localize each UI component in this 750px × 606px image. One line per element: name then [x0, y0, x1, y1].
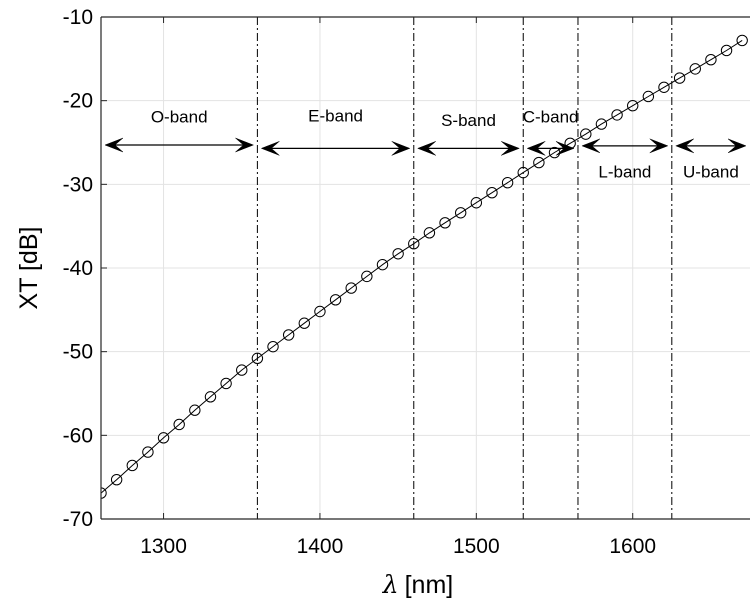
- data-point: [533, 156, 545, 169]
- data-point: [501, 176, 514, 189]
- band-c-band: C-band: [523, 107, 579, 156]
- data-point: [705, 53, 717, 66]
- data-point: [736, 34, 748, 47]
- data-point: [189, 404, 201, 416]
- arrow-head: [417, 141, 436, 156]
- band-s-band: S-band: [417, 111, 520, 156]
- data-point: [517, 166, 529, 179]
- data-point: [627, 99, 639, 112]
- x-tick-label: 1600: [609, 535, 656, 558]
- arrow-head: [501, 141, 520, 156]
- data-point: [329, 294, 342, 306]
- data-point: [408, 238, 420, 250]
- arrow-head: [727, 138, 747, 154]
- series-line: [101, 39, 743, 494]
- data-point: [173, 418, 185, 431]
- data-point: [298, 317, 311, 329]
- data-point: [439, 217, 451, 229]
- data-point: [345, 282, 357, 294]
- band-label: U-band: [683, 163, 739, 182]
- y-tick-label: -30: [63, 173, 93, 196]
- data-point: [220, 377, 232, 390]
- data-point: [595, 118, 608, 130]
- arrow-head: [104, 137, 124, 153]
- arrow-head: [391, 141, 411, 156]
- band-boundaries: [256, 17, 673, 519]
- x-tick-label: 1300: [140, 535, 187, 558]
- y-tick-label: -50: [63, 341, 93, 364]
- data-point: [470, 197, 483, 209]
- tick-labels: 1300 1400 1500 1600 -10 -20 -30 -40 -50 -60 -70: [63, 6, 656, 558]
- data-point: [314, 305, 326, 318]
- band-label: C-band: [523, 107, 579, 126]
- data-series: [101, 34, 748, 499]
- band-label: E-band: [308, 107, 363, 126]
- y-tick-label: -20: [63, 90, 93, 113]
- data-point: [267, 340, 279, 353]
- arrow-head: [260, 141, 280, 156]
- y-tick-label: -60: [63, 424, 93, 447]
- band-l-band: L-band: [581, 138, 669, 182]
- data-point: [454, 207, 467, 219]
- grid: [101, 16, 750, 520]
- data-point: [110, 473, 123, 486]
- band-label: L-band: [598, 163, 651, 182]
- data-point: [720, 44, 733, 57]
- x-axis-symbol: λ: [382, 570, 399, 599]
- data-point: [580, 128, 592, 140]
- data-point: [673, 72, 686, 84]
- arrow-head: [526, 141, 546, 156]
- arrow-head: [649, 138, 669, 154]
- data-point: [642, 90, 655, 103]
- arrow-head: [235, 137, 255, 153]
- data-point: [157, 432, 170, 444]
- data-point: [486, 187, 498, 199]
- x-tick-label: 1400: [297, 535, 344, 558]
- data-point: [236, 364, 248, 376]
- data-point: [126, 459, 138, 472]
- arrow-head: [581, 138, 601, 154]
- band-u-band: U-band: [675, 138, 747, 182]
- data-point: [361, 270, 373, 283]
- data-point: [376, 258, 389, 271]
- y-axis-label: XT [dB]: [15, 227, 43, 310]
- y-tick-label: -70: [63, 508, 93, 531]
- band-e-band: E-band: [260, 107, 411, 156]
- data-point: [204, 391, 217, 403]
- data-point: [251, 352, 264, 365]
- x-tick-label: 1500: [453, 535, 500, 558]
- data-point: [689, 63, 701, 75]
- x-axis-unit: [nm]: [405, 571, 454, 599]
- data-point: [142, 446, 154, 458]
- band-annotations: O-band E-band S-band C-band L-band U-band: [104, 107, 747, 182]
- data-point: [658, 81, 670, 93]
- band-o-band: O-band: [104, 107, 255, 153]
- axes: [100, 16, 750, 520]
- arrow-head: [555, 141, 575, 156]
- arrow-head: [675, 138, 694, 154]
- data-point: [611, 109, 623, 121]
- band-label: S-band: [441, 111, 496, 130]
- y-tick-label: -10: [63, 6, 93, 29]
- x-axis-label: λ [nm]: [382, 570, 453, 599]
- data-point: [423, 227, 436, 239]
- y-tick-label: -40: [63, 257, 93, 280]
- data-point: [282, 329, 295, 341]
- band-label: O-band: [151, 107, 208, 126]
- data-point: [392, 248, 404, 260]
